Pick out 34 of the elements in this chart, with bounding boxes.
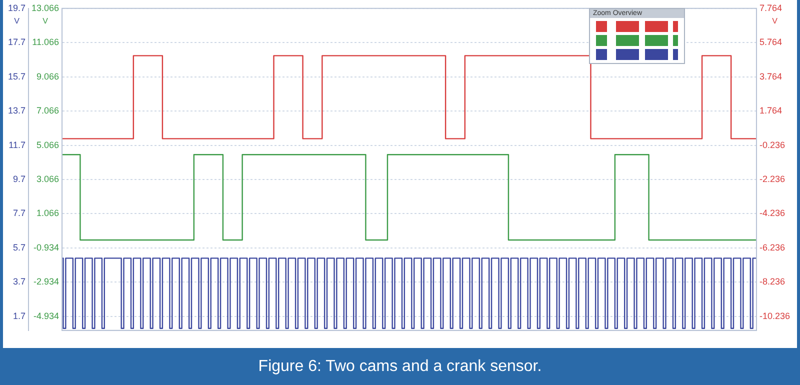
- y-tick-label: 11.7: [8, 140, 26, 150]
- y3-tick-label: -6.236: [759, 242, 786, 252]
- y-tick-label: 15.7: [8, 71, 26, 82]
- text: Figure 6: Two cams and a crank sensor.: [257, 357, 543, 377]
- y3-tick-label: 5.764: [759, 37, 782, 48]
- y-tick-label: 3.7: [13, 276, 26, 287]
- y3-tick-label: -8.236: [759, 276, 786, 287]
- y3-tick-label: 1.764: [759, 106, 782, 116]
- y-tick-label: 1.7: [13, 310, 26, 321]
- y-tick-label: 19.7: [8, 2, 26, 13]
- y2-tick-label: 11.066: [32, 37, 60, 48]
- y2-tick-label: 13.066: [32, 2, 60, 13]
- y3-tick-label: -2.236: [759, 174, 786, 184]
- y3-tick-label: -10.236: [759, 310, 790, 321]
- y-tick-label: 17.7: [8, 37, 26, 48]
- y2-tick-label: 1.066: [36, 208, 60, 218]
- y3-tick-label: 3.764: [759, 71, 782, 82]
- y2-tick-label: -2.934: [34, 276, 60, 287]
- y3-axis-title: V: [772, 16, 778, 26]
- y2-tick-label: 3.066: [36, 174, 60, 184]
- y2-tick-label: 5.066: [36, 140, 60, 150]
- y3-tick-label: -0.236: [759, 140, 786, 150]
- y-tick-label: 13.7: [8, 106, 26, 116]
- y-tick-label: 9.7: [13, 174, 26, 184]
- y2-tick-label: 9.066: [36, 71, 60, 82]
- y-tick-label: 5.7: [13, 242, 26, 252]
- y2-tick-label: 7.066: [36, 106, 60, 116]
- y2-tick-label: -4.934: [34, 310, 60, 321]
- y-tick-label: 7.7: [13, 208, 26, 218]
- y3-tick-label: -4.236: [759, 208, 786, 218]
- y-axis-title: V: [14, 16, 20, 26]
- y3-tick-label: 7.764: [759, 2, 782, 13]
- y2-tick-label: -0.934: [34, 242, 60, 252]
- y2-axis-title: V: [42, 16, 49, 26]
